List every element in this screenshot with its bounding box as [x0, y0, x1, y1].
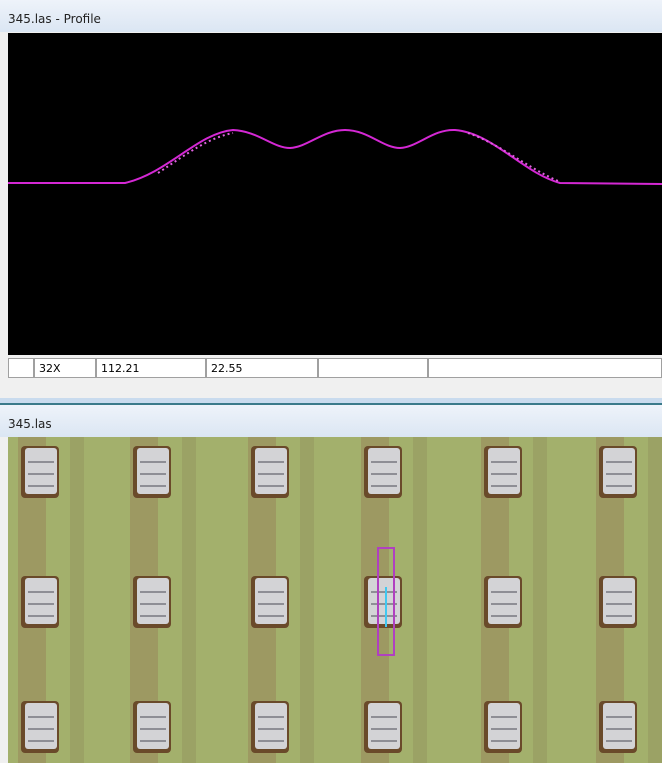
- status-cell: [8, 358, 34, 378]
- object: [255, 703, 287, 749]
- object: [25, 578, 57, 624]
- object: [368, 448, 400, 494]
- object: [255, 578, 287, 624]
- soil-strip: [648, 437, 662, 763]
- soil-strip: [300, 437, 314, 763]
- status-cell: 32X: [34, 358, 96, 378]
- soil-strip: [413, 437, 427, 763]
- object: [603, 448, 635, 494]
- profile-view: [8, 33, 662, 355]
- map-view: [8, 437, 662, 763]
- profile-background: [8, 33, 662, 355]
- object: [488, 703, 520, 749]
- object: [137, 578, 169, 624]
- screen: 345.las - Profile 32X 112.21 22.55 345.l…: [0, 0, 662, 763]
- window-title: 345.las - Profile: [0, 0, 662, 32]
- field: [8, 437, 662, 763]
- status-cell: 22.55: [206, 358, 318, 378]
- object: [25, 448, 57, 494]
- object: [368, 703, 400, 749]
- object: [488, 448, 520, 494]
- soil-strip: [70, 437, 84, 763]
- object: [368, 578, 400, 624]
- object: [488, 578, 520, 624]
- object: [255, 448, 287, 494]
- object: [137, 703, 169, 749]
- object: [25, 703, 57, 749]
- status-cell: [318, 358, 428, 378]
- status-cell: [428, 358, 662, 378]
- soil-strip: [533, 437, 547, 763]
- status-cell: 112.21: [96, 358, 206, 378]
- soil-strip: [182, 437, 196, 763]
- window-title: 345.las: [0, 405, 662, 437]
- object: [137, 448, 169, 494]
- separator: [0, 398, 662, 405]
- object: [603, 703, 635, 749]
- object: [603, 578, 635, 624]
